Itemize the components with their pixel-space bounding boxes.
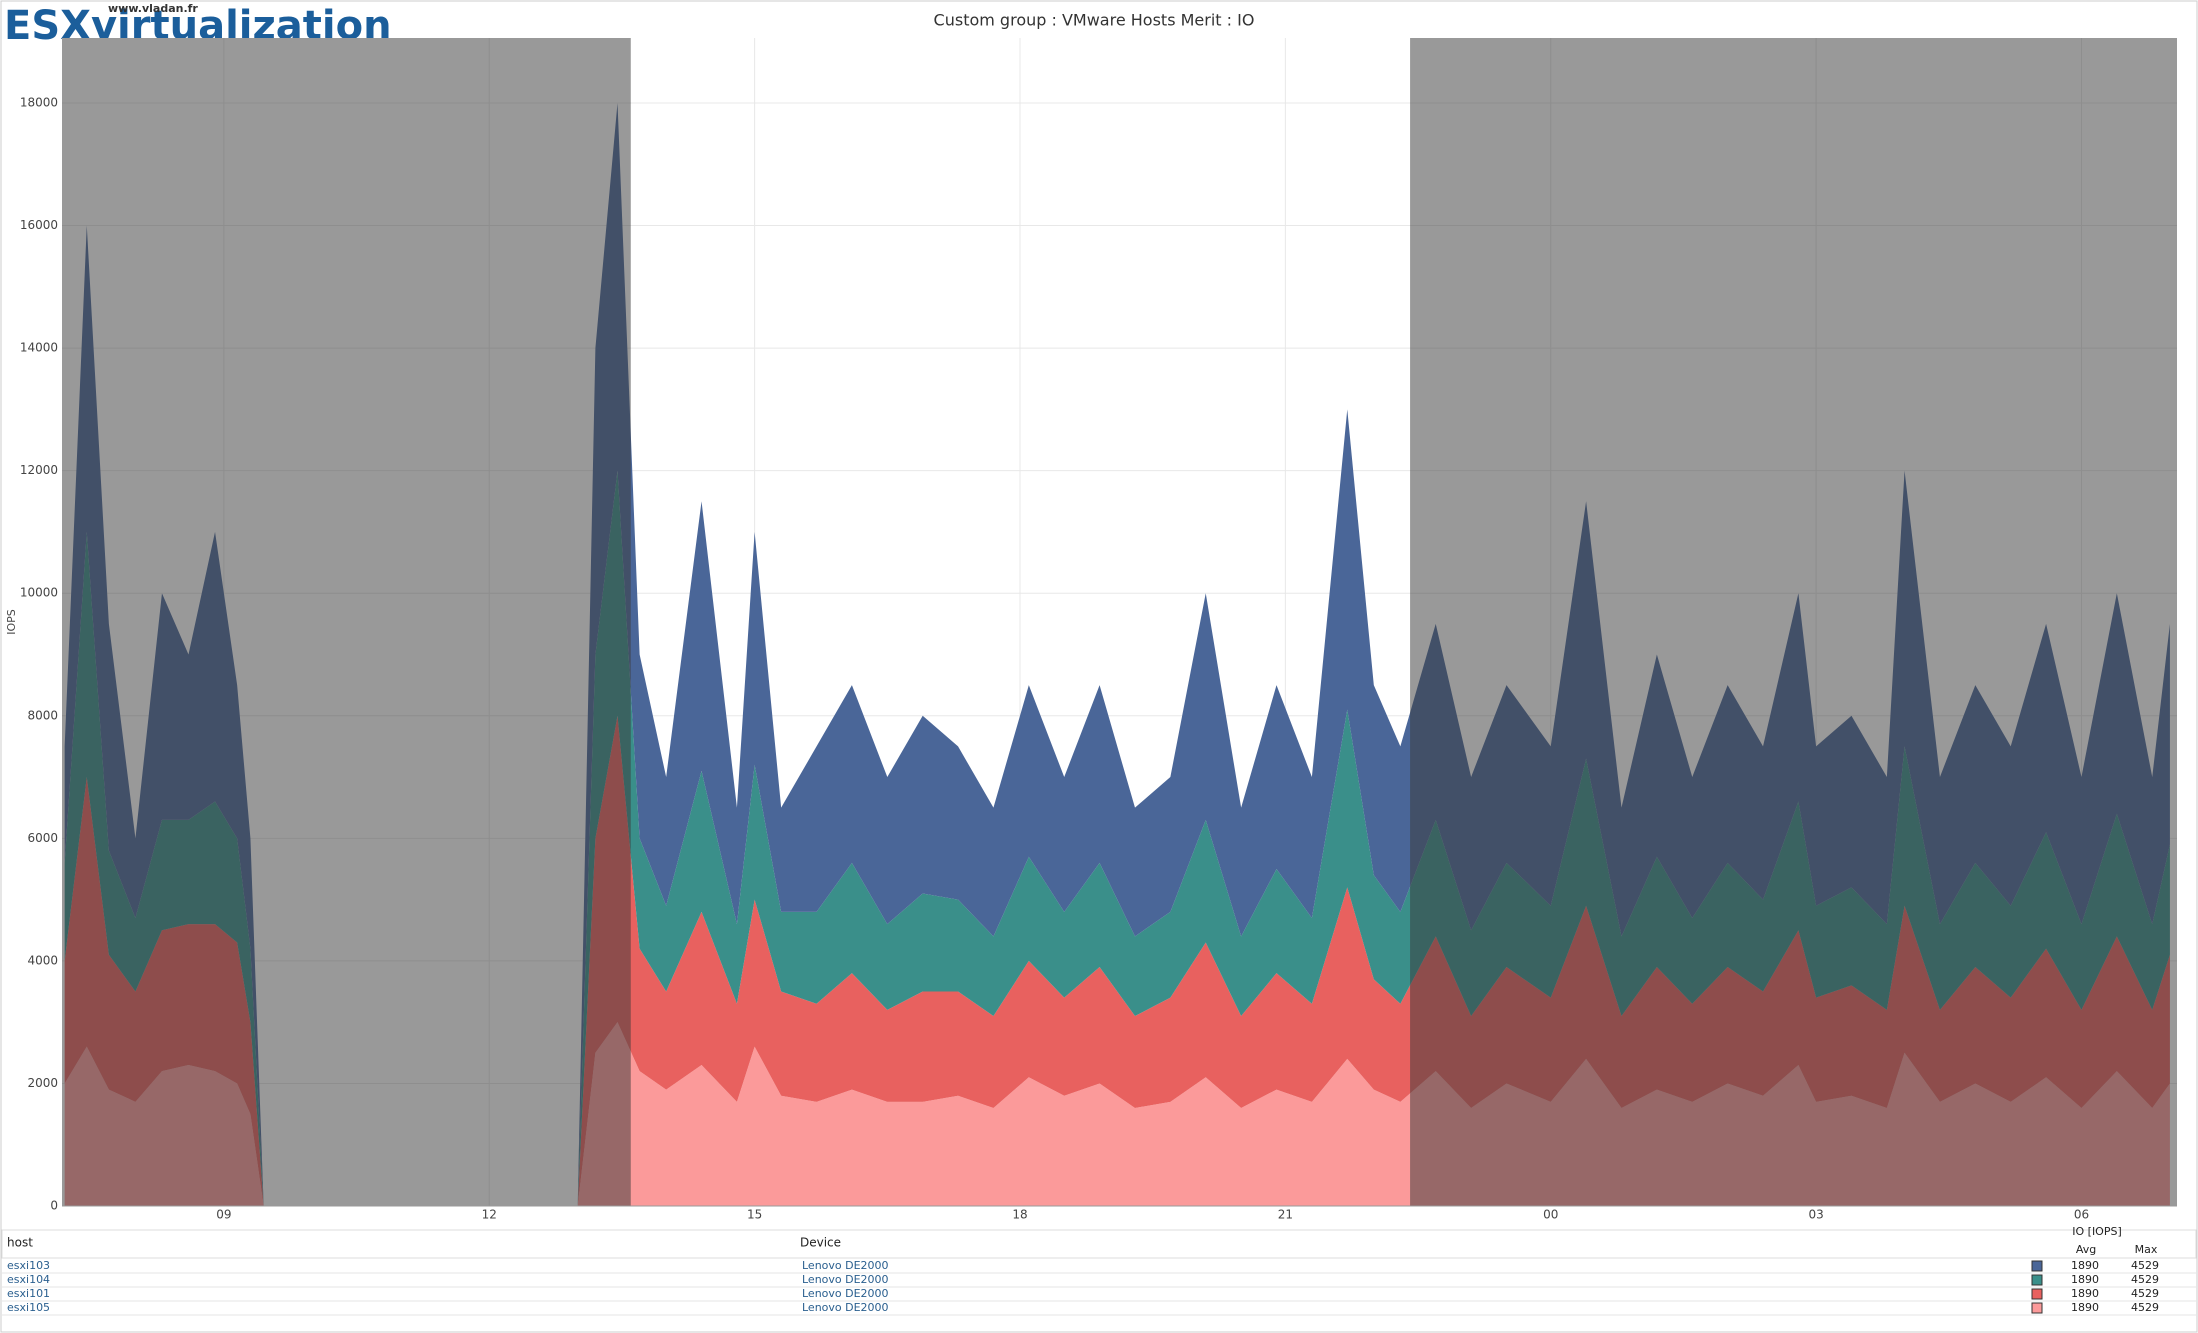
swatch bbox=[2031, 1274, 2043, 1286]
y-tick-label: 10000 bbox=[20, 586, 58, 600]
y-tick-label: 0 bbox=[50, 1199, 58, 1213]
swatch bbox=[2031, 1288, 2043, 1300]
table-header bbox=[1, 1229, 2197, 1259]
y-tick-label: 6000 bbox=[27, 831, 58, 845]
avg-cell: 1890 bbox=[2071, 1301, 2099, 1314]
y-tick-label: 8000 bbox=[27, 708, 58, 722]
max-cell: 4529 bbox=[2131, 1259, 2159, 1272]
host-cell: esxi105 bbox=[7, 1301, 50, 1314]
y-tick-label: 16000 bbox=[20, 218, 58, 232]
x-tick-label: 15 bbox=[747, 1208, 762, 1222]
max-cell: 4529 bbox=[2131, 1273, 2159, 1286]
max-cell: 4529 bbox=[2131, 1301, 2159, 1314]
column-header: host bbox=[7, 1236, 33, 1250]
x-tick-label: 18 bbox=[1012, 1208, 1027, 1222]
host-cell: esxi103 bbox=[7, 1259, 50, 1272]
selection-mask bbox=[62, 38, 631, 1206]
host-cell: esxi104 bbox=[7, 1273, 50, 1286]
y-tick-label: 14000 bbox=[20, 341, 58, 355]
host-cell: esxi101 bbox=[7, 1287, 50, 1300]
x-tick-label: 21 bbox=[1278, 1208, 1293, 1222]
x-tick-label: 03 bbox=[1808, 1208, 1823, 1222]
swatch bbox=[2031, 1302, 2043, 1314]
y-tick-label: 4000 bbox=[27, 953, 58, 967]
logo-url: www.vladan.fr bbox=[108, 2, 198, 15]
column-header: Device bbox=[800, 1236, 841, 1250]
y-tick-label: 18000 bbox=[20, 95, 58, 109]
x-tick-label: 00 bbox=[1543, 1208, 1558, 1222]
swatch bbox=[2031, 1260, 2043, 1272]
x-tick-label: 12 bbox=[482, 1208, 497, 1222]
y-tick-label: 12000 bbox=[20, 463, 58, 477]
x-tick-label: 06 bbox=[2074, 1208, 2089, 1222]
avg-cell: 1890 bbox=[2071, 1287, 2099, 1300]
stat-header: Avg bbox=[2076, 1243, 2096, 1256]
device-cell: Lenovo DE2000 bbox=[802, 1259, 889, 1272]
device-cell: Lenovo DE2000 bbox=[802, 1273, 889, 1286]
y-axis-label: IOPS bbox=[5, 609, 18, 635]
y-tick-label: 2000 bbox=[27, 1076, 58, 1090]
avg-cell: 1890 bbox=[2071, 1259, 2099, 1272]
max-cell: 4529 bbox=[2131, 1287, 2159, 1300]
x-tick-label: 09 bbox=[216, 1208, 231, 1222]
metric-header: IO [IOPS] bbox=[2072, 1225, 2122, 1238]
device-cell: Lenovo DE2000 bbox=[802, 1301, 889, 1314]
selection-mask bbox=[1410, 38, 2177, 1206]
stat-header: Max bbox=[2135, 1243, 2158, 1256]
device-cell: Lenovo DE2000 bbox=[802, 1287, 889, 1300]
chart-title: Custom group : VMware Hosts Merit : IO bbox=[934, 11, 1255, 30]
avg-cell: 1890 bbox=[2071, 1273, 2099, 1286]
